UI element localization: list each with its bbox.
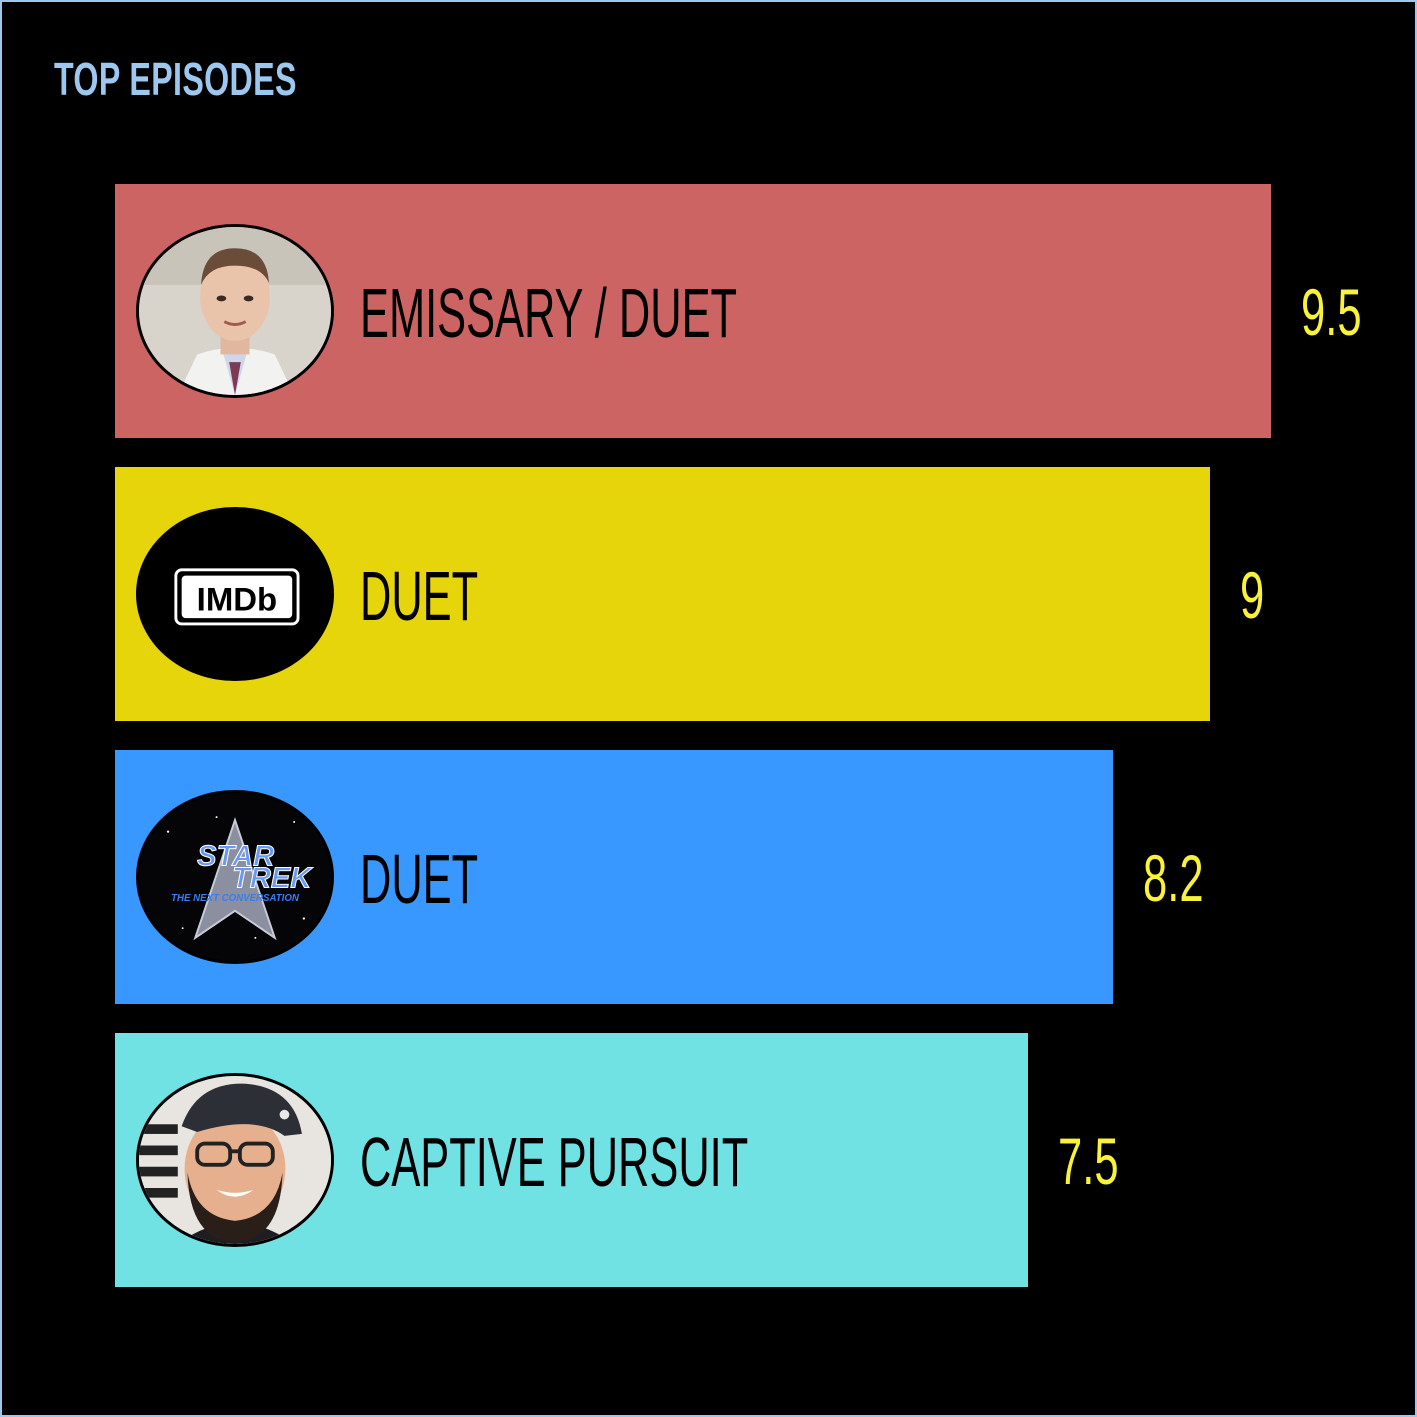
man-portrait-icon (136, 224, 334, 398)
star-trek-tnc-logo-icon: STAR TREK THE NEXT CONVERSATION (136, 790, 334, 964)
chart-title: TOP EPISODES (54, 53, 297, 105)
bar-label-captive-pursuit: CAPTIVE PURSUIT (360, 1123, 749, 1201)
value-label-duet-star-trek: 8.2 (1142, 841, 1204, 915)
value-label-captive-pursuit: 7.5 (1057, 1124, 1119, 1198)
bearded-man-portrait-icon (136, 1073, 334, 1247)
value-label-duet-imdb: 9 (1240, 558, 1265, 632)
bar-label-duet-imdb: DUET (360, 557, 479, 635)
bar-label-duet-star-trek: DUET (360, 840, 479, 918)
value-label-emissary-duet: 9.5 (1301, 275, 1362, 349)
star-trek-logo-subtitle: THE NEXT CONVERSATION (171, 893, 300, 904)
star-trek-logo-star: STAR (197, 840, 274, 872)
imdb-logo-text: IMDb (197, 580, 278, 617)
star-trek-logo-trek: TREK (232, 863, 313, 895)
imdb-logo-icon: IMDb (136, 507, 334, 681)
bar-label-emissary-duet: EMISSARY / DUET (360, 274, 738, 352)
